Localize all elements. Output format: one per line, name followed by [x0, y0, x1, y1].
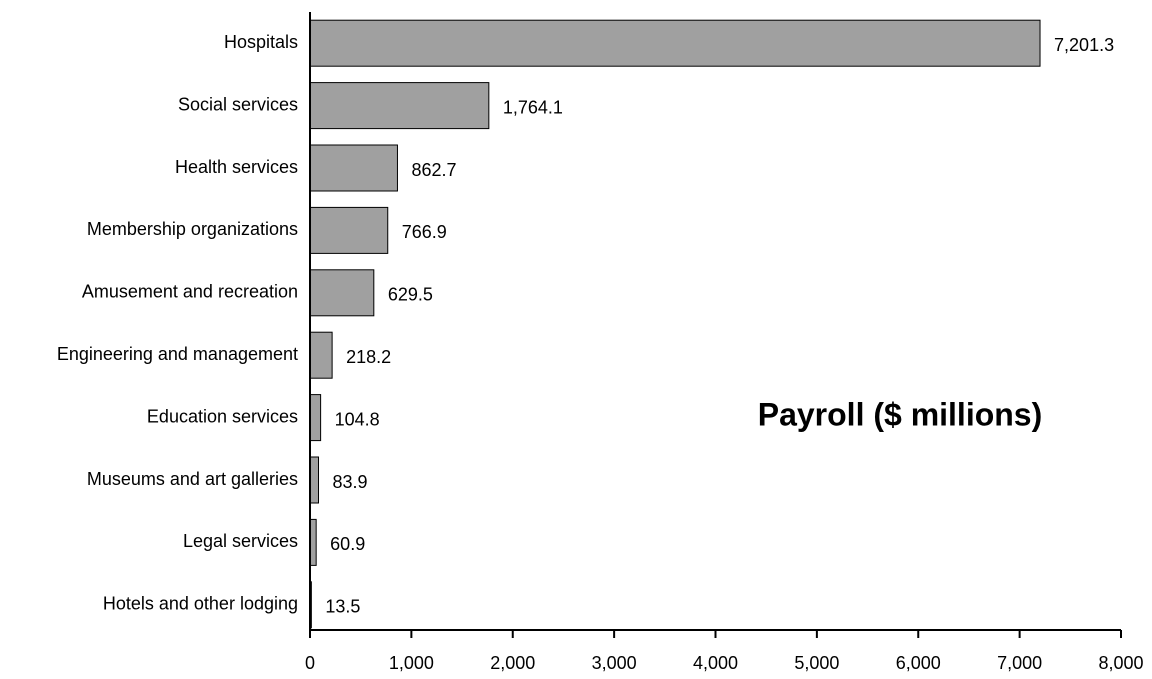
bar	[309, 331, 333, 379]
value-label: 83.9	[333, 472, 368, 492]
value-label: 218.2	[346, 347, 391, 367]
x-tick-label: 8,000	[1098, 653, 1143, 673]
category-label: Engineering and management	[57, 344, 298, 364]
value-label: 766.9	[402, 222, 447, 242]
value-label: 104.8	[335, 409, 380, 429]
value-label: 1,764.1	[503, 97, 563, 117]
category-label: Health services	[175, 157, 298, 177]
x-tick-label: 5,000	[794, 653, 839, 673]
category-label: Social services	[178, 94, 298, 114]
category-label: Legal services	[183, 531, 298, 551]
value-label: 7,201.3	[1054, 35, 1114, 55]
x-tick-label: 6,000	[896, 653, 941, 673]
bar	[309, 19, 1041, 67]
bar	[309, 456, 320, 504]
x-tick-label: 4,000	[693, 653, 738, 673]
bar	[309, 269, 375, 317]
category-label: Museums and art galleries	[87, 469, 298, 489]
category-label: Hospitals	[224, 32, 298, 52]
category-label: Hotels and other lodging	[103, 594, 298, 614]
value-label: 862.7	[411, 160, 456, 180]
category-label: Education services	[147, 406, 298, 426]
value-label: 629.5	[388, 285, 433, 305]
x-tick-label: 2,000	[490, 653, 535, 673]
x-tick-label: 7,000	[997, 653, 1042, 673]
chart-title: Payroll ($ millions)	[758, 396, 1043, 432]
bar	[309, 144, 398, 192]
category-label: Membership organizations	[87, 219, 298, 239]
category-label: Amusement and recreation	[82, 282, 298, 302]
x-tick-label: 1,000	[389, 653, 434, 673]
bar	[309, 394, 322, 442]
x-tick-label: 0	[305, 653, 315, 673]
value-label: 60.9	[330, 534, 365, 554]
bar	[309, 82, 490, 130]
x-tick-label: 3,000	[592, 653, 637, 673]
value-label: 13.5	[325, 597, 360, 617]
bar	[309, 206, 389, 254]
